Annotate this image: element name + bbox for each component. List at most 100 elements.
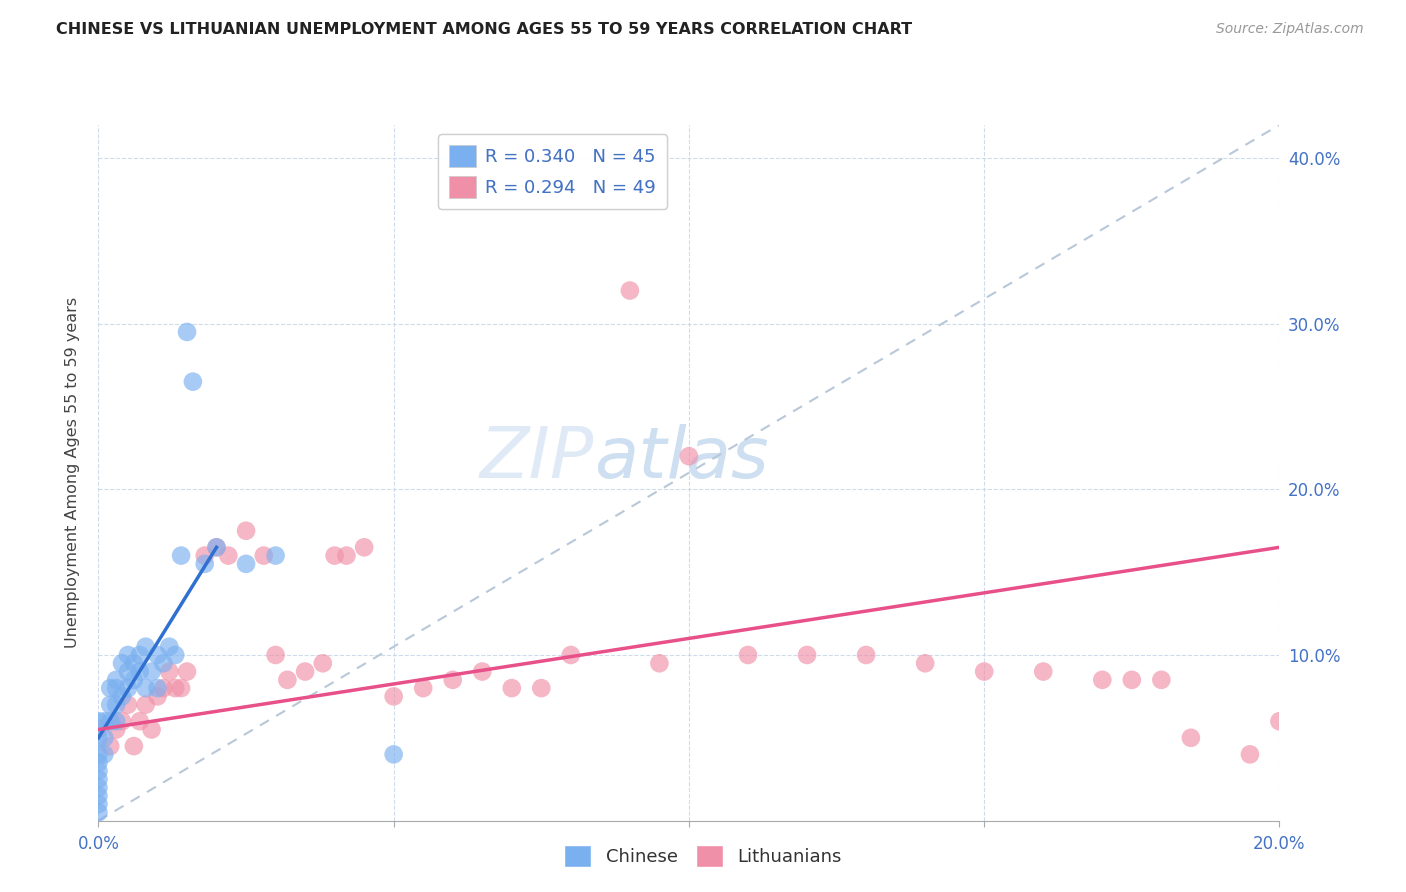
Point	[105, 673, 128, 687]
Point	[796, 648, 818, 662]
Point	[737, 648, 759, 662]
Point	[105, 723, 128, 737]
Point	[165, 681, 187, 695]
Point	[276, 673, 298, 687]
Point	[87, 780, 110, 795]
Legend: R = 0.340   N = 45, R = 0.294   N = 49: R = 0.340 N = 45, R = 0.294 N = 49	[439, 134, 666, 209]
Point	[87, 764, 110, 778]
Point	[176, 665, 198, 679]
Point	[111, 657, 134, 671]
Point	[170, 681, 193, 695]
Point	[141, 665, 163, 679]
Point	[471, 665, 494, 679]
Point	[135, 640, 157, 654]
Point	[1239, 747, 1261, 762]
Point	[93, 747, 115, 762]
Text: atlas: atlas	[595, 425, 769, 493]
Point	[87, 789, 110, 803]
Point	[117, 648, 139, 662]
Point	[412, 681, 434, 695]
Point	[157, 640, 180, 654]
Point	[117, 698, 139, 712]
Point	[335, 549, 357, 563]
Point	[93, 731, 115, 745]
Point	[105, 698, 128, 712]
Point	[264, 648, 287, 662]
Point	[530, 681, 553, 695]
Point	[501, 681, 523, 695]
Point	[87, 747, 110, 762]
Point	[111, 714, 134, 729]
Point	[1150, 673, 1173, 687]
Point	[235, 557, 257, 571]
Y-axis label: Unemployment Among Ages 55 to 59 years: Unemployment Among Ages 55 to 59 years	[65, 297, 80, 648]
Point	[973, 665, 995, 679]
Point	[205, 541, 228, 555]
Point	[648, 657, 671, 671]
Point	[560, 648, 582, 662]
Point	[98, 739, 121, 753]
Point	[264, 549, 287, 563]
Point	[1032, 665, 1054, 679]
Point	[235, 524, 257, 538]
Point	[87, 772, 110, 787]
Point	[253, 549, 276, 563]
Point	[382, 690, 405, 704]
Point	[152, 657, 174, 671]
Point	[105, 681, 128, 695]
Point	[353, 541, 375, 555]
Point	[146, 648, 169, 662]
Point	[128, 665, 150, 679]
Point	[1180, 731, 1202, 745]
Point	[87, 714, 110, 729]
Point	[117, 665, 139, 679]
Text: Source: ZipAtlas.com: Source: ZipAtlas.com	[1216, 22, 1364, 37]
Point	[382, 747, 405, 762]
Point	[194, 557, 217, 571]
Point	[117, 681, 139, 695]
Point	[98, 698, 121, 712]
Point	[441, 673, 464, 687]
Point	[678, 449, 700, 463]
Text: ZIP: ZIP	[479, 425, 595, 493]
Point	[194, 549, 217, 563]
Point	[122, 657, 145, 671]
Point	[128, 714, 150, 729]
Point	[122, 739, 145, 753]
Point	[98, 714, 121, 729]
Point	[205, 541, 228, 555]
Point	[294, 665, 316, 679]
Point	[122, 673, 145, 687]
Point	[111, 690, 134, 704]
Point	[176, 325, 198, 339]
Point	[170, 549, 193, 563]
Point	[98, 681, 121, 695]
Point	[105, 714, 128, 729]
Point	[152, 681, 174, 695]
Point	[87, 797, 110, 811]
Point	[135, 698, 157, 712]
Point	[93, 714, 115, 729]
Point	[217, 549, 239, 563]
Point	[87, 731, 110, 745]
Point	[855, 648, 877, 662]
Point	[1268, 714, 1291, 729]
Point	[146, 690, 169, 704]
Point	[157, 665, 180, 679]
Point	[87, 723, 110, 737]
Point	[312, 657, 335, 671]
Point	[141, 723, 163, 737]
Point	[128, 648, 150, 662]
Point	[87, 756, 110, 770]
Point	[1091, 673, 1114, 687]
Point	[323, 549, 346, 563]
Point	[135, 681, 157, 695]
Point	[1121, 673, 1143, 687]
Legend: Chinese, Lithuanians: Chinese, Lithuanians	[557, 838, 849, 874]
Point	[146, 681, 169, 695]
Text: CHINESE VS LITHUANIAN UNEMPLOYMENT AMONG AGES 55 TO 59 YEARS CORRELATION CHART: CHINESE VS LITHUANIAN UNEMPLOYMENT AMONG…	[56, 22, 912, 37]
Point	[619, 284, 641, 298]
Point	[87, 805, 110, 820]
Point	[165, 648, 187, 662]
Point	[181, 375, 204, 389]
